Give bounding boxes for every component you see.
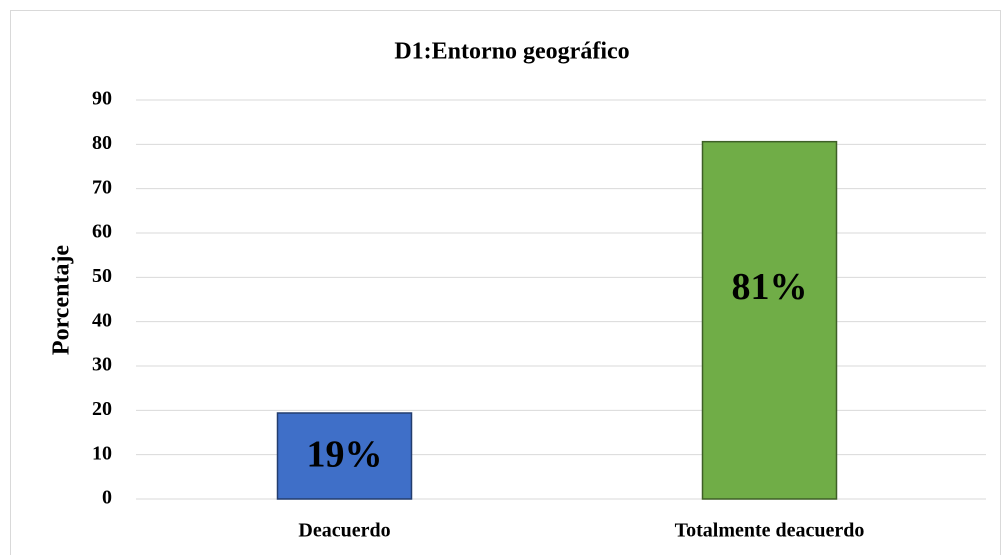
chart-title: D1:Entorno geográfico xyxy=(394,39,629,65)
y-tick-label: 90 xyxy=(92,88,112,110)
y-tick-label: 50 xyxy=(92,265,112,287)
x-tick-label: Totalmente deacuerdo xyxy=(675,520,865,542)
y-tick-label: 0 xyxy=(102,487,112,509)
y-tick-label: 80 xyxy=(92,132,112,154)
y-axis-label: Porcentaje xyxy=(49,245,75,356)
data-label: 19% xyxy=(307,434,383,476)
y-tick-label: 20 xyxy=(92,398,112,420)
chart-frame xyxy=(10,10,1001,555)
bar xyxy=(701,140,838,500)
y-tick-label: 10 xyxy=(92,442,112,464)
y-tick-label: 30 xyxy=(92,354,112,376)
y-tick-label: 40 xyxy=(92,309,112,331)
bar xyxy=(276,412,413,500)
y-tick-label: 60 xyxy=(92,221,112,243)
x-tick-label: Deacuerdo xyxy=(298,520,390,542)
data-label: 81% xyxy=(732,266,808,308)
y-tick-label: 70 xyxy=(92,176,112,198)
